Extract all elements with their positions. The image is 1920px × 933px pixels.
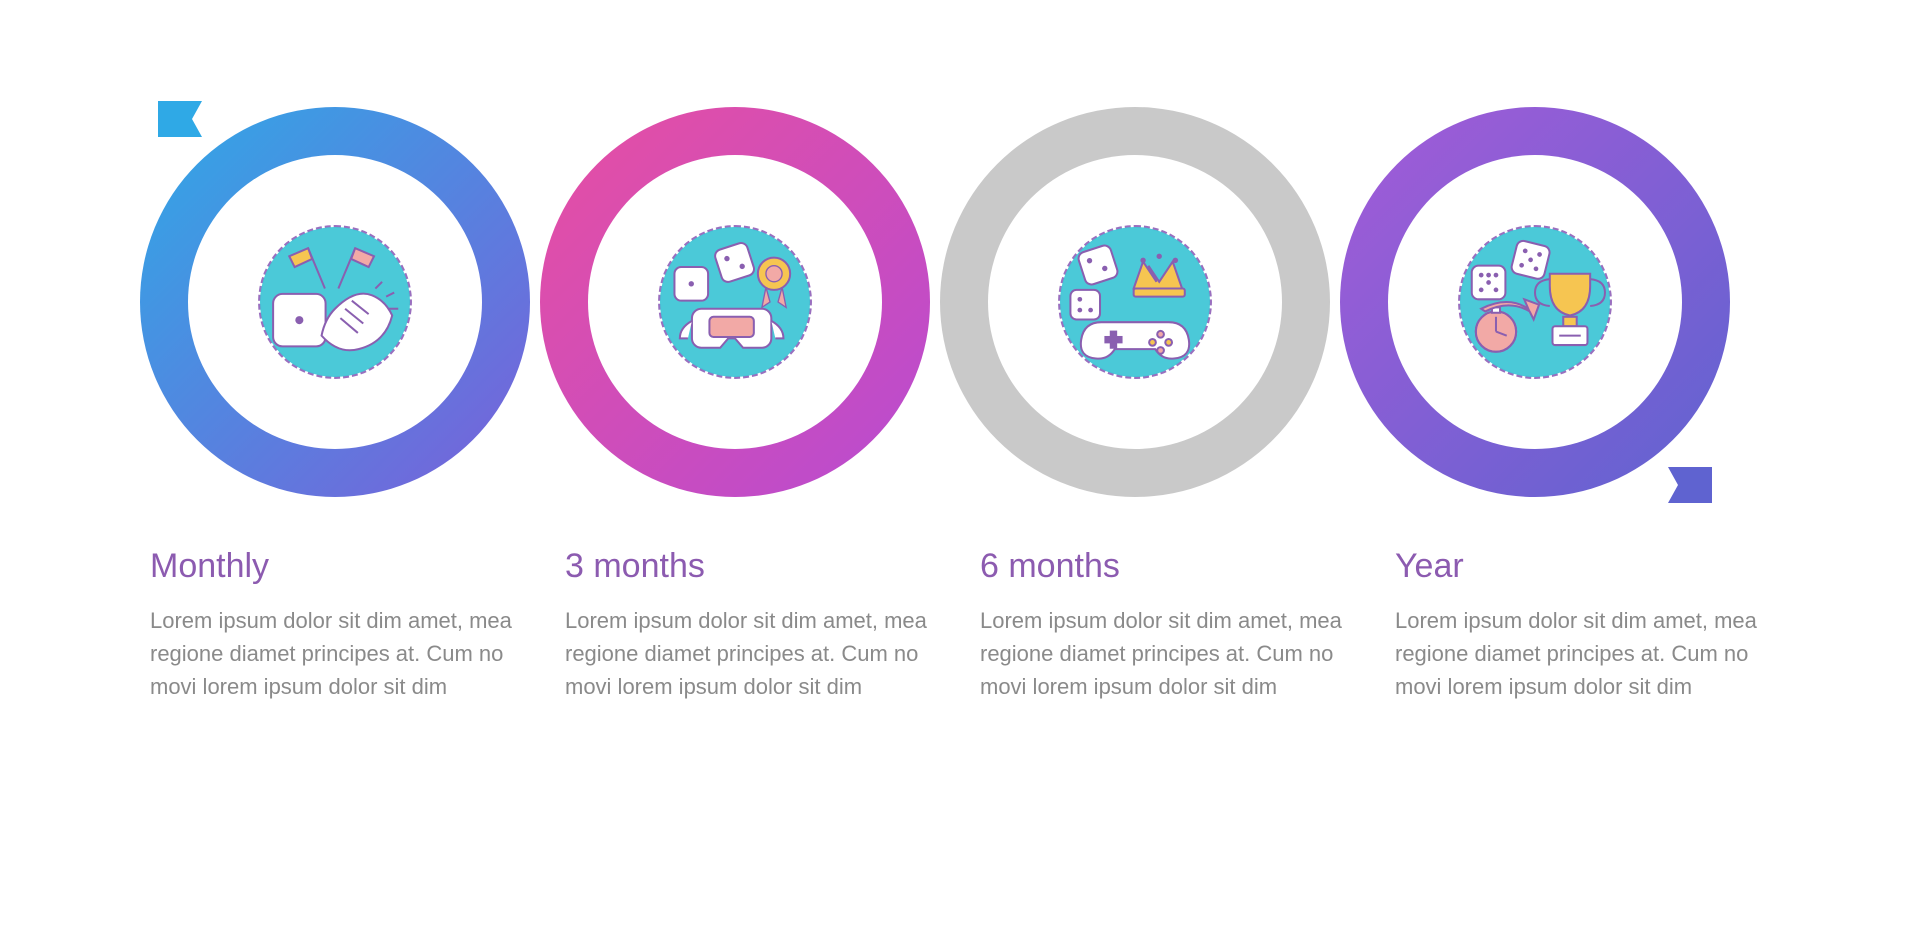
col-body: Lorem ipsum dolor sit dim amet, mea regi… — [980, 604, 1355, 703]
ring-monthly — [140, 107, 530, 497]
text-row: Monthly Lorem ipsum dolor sit dim amet, … — [140, 547, 1780, 703]
ribbon-flap-icon — [158, 101, 202, 137]
col-monthly: Monthly Lorem ipsum dolor sit dim amet, … — [150, 547, 525, 703]
dash-circle — [1458, 225, 1612, 379]
col-title: Monthly — [150, 547, 525, 586]
col-year: Year Lorem ipsum dolor sit dim amet, mea… — [1395, 547, 1770, 703]
ring-year — [1340, 107, 1730, 497]
col-title: 3 months — [565, 547, 940, 586]
ring-6months — [940, 107, 1330, 497]
ring-inner — [988, 155, 1282, 449]
trophy-stopwatch-dice-icon — [1461, 212, 1609, 392]
col-body: Lorem ipsum dolor sit dim amet, mea regi… — [1395, 604, 1770, 703]
col-title: Year — [1395, 547, 1770, 586]
ring-inner — [188, 155, 482, 449]
vr-headset-badge-dice-icon — [661, 212, 809, 392]
ring-3months — [540, 107, 930, 497]
col-body: Lorem ipsum dolor sit dim amet, mea regi… — [565, 604, 940, 703]
ring-inner — [1388, 155, 1682, 449]
infographic-stage: Monthly Lorem ipsum dolor sit dim amet, … — [140, 87, 1780, 847]
gamepad-crown-dice-icon — [1061, 212, 1209, 392]
dash-circle — [1058, 225, 1212, 379]
col-body: Lorem ipsum dolor sit dim amet, mea regi… — [150, 604, 525, 703]
ring-inner — [588, 155, 882, 449]
dash-circle — [658, 225, 812, 379]
ribbon-flap-icon — [1668, 467, 1712, 503]
col-title: 6 months — [980, 547, 1355, 586]
col-3months: 3 months Lorem ipsum dolor sit dim amet,… — [565, 547, 940, 703]
dash-circle — [258, 225, 412, 379]
col-6months: 6 months Lorem ipsum dolor sit dim amet,… — [980, 547, 1355, 703]
dice-hand-flags-icon — [261, 212, 409, 392]
ribbon-row — [140, 87, 1780, 517]
